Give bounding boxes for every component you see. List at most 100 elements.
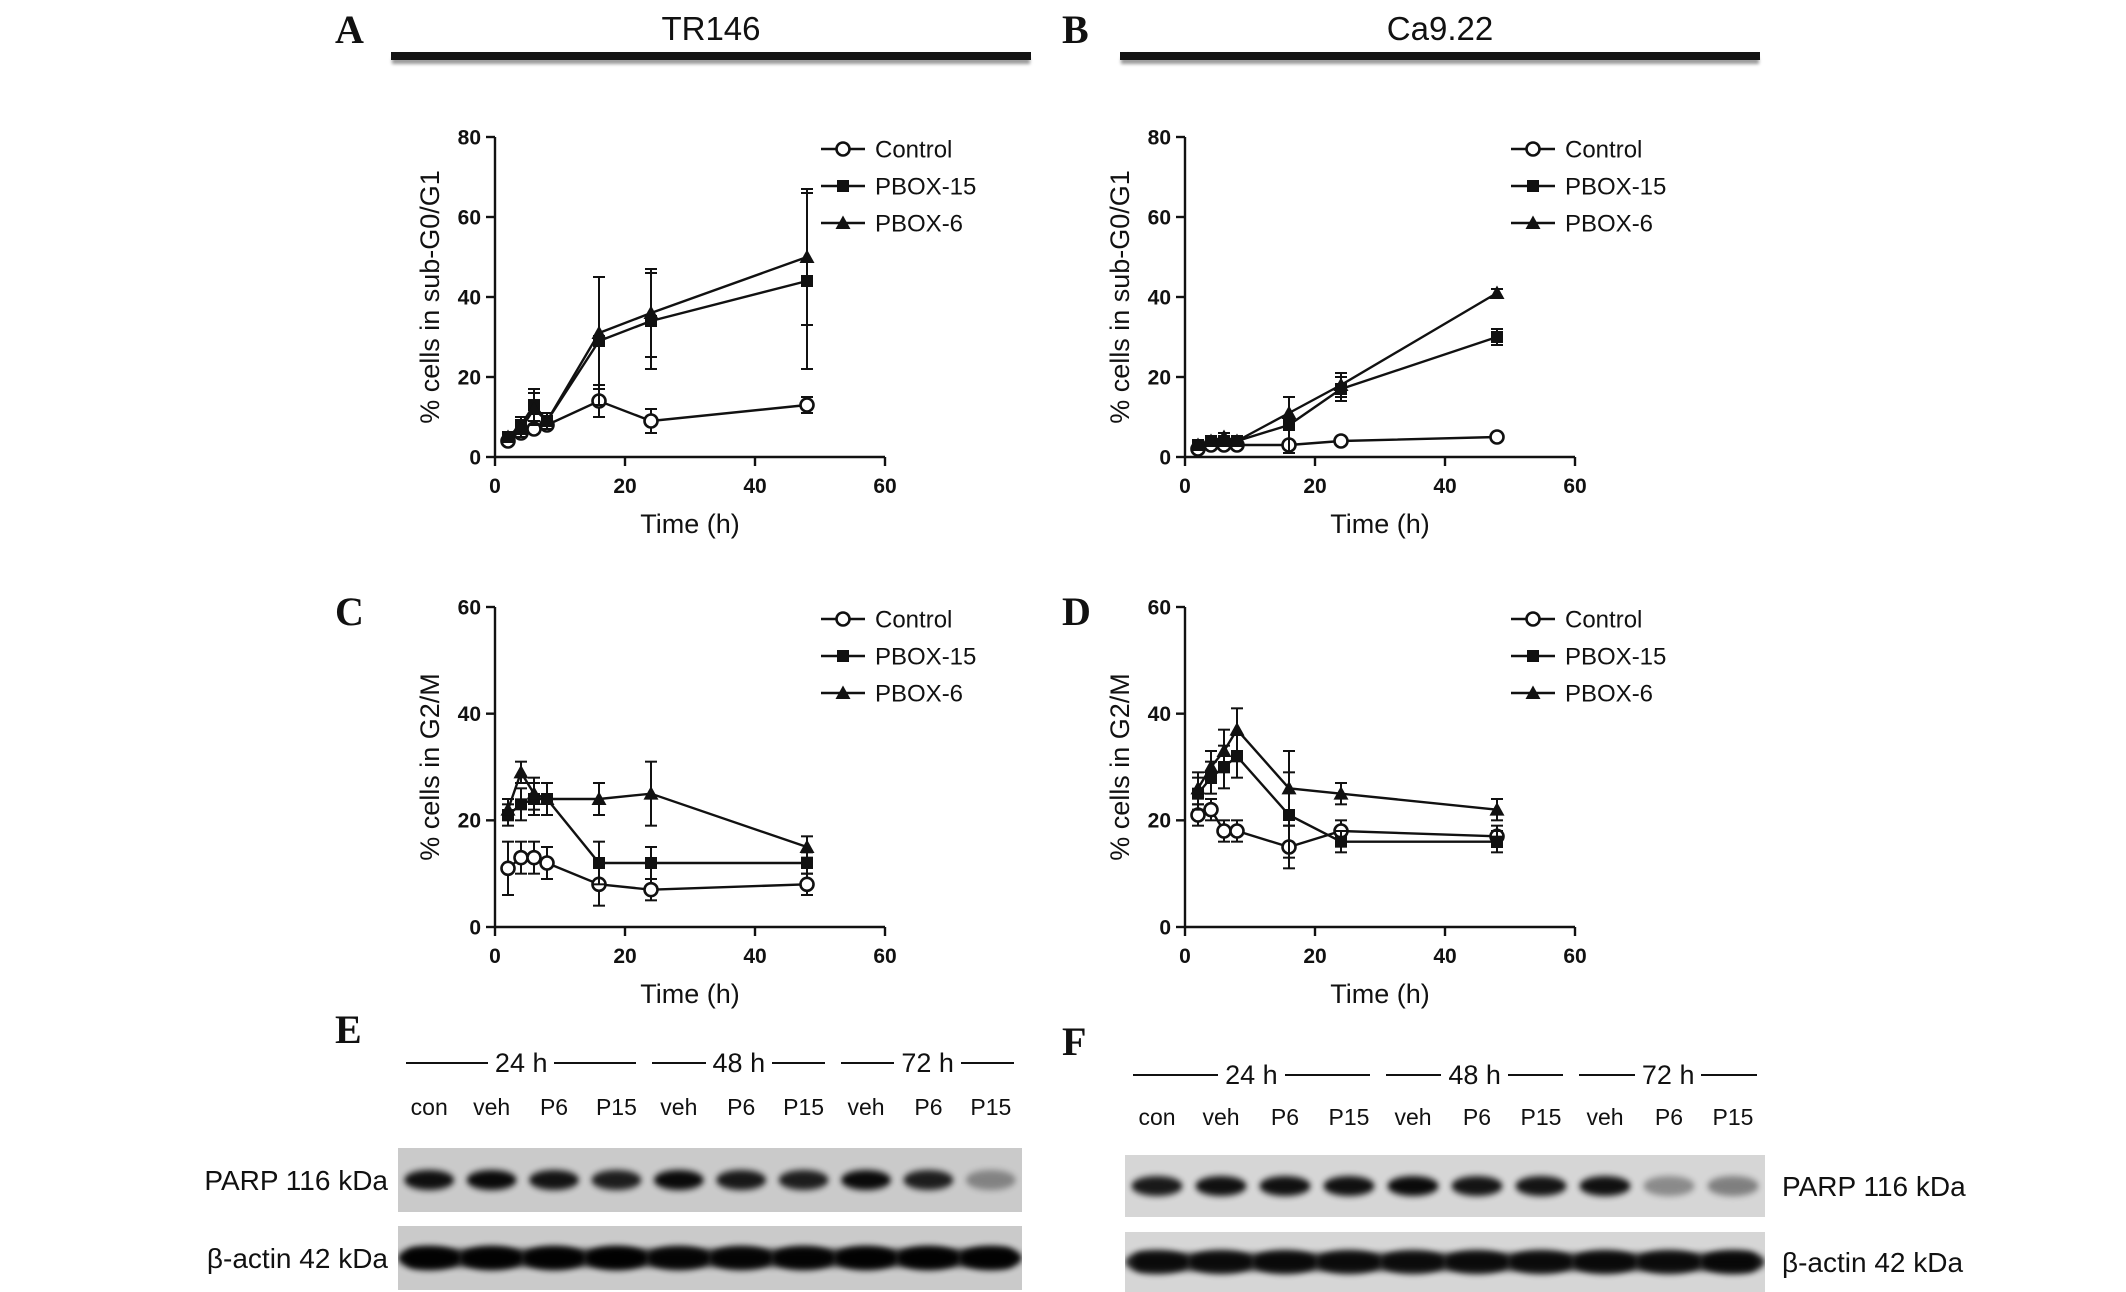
protein-band (965, 1170, 1016, 1190)
protein-band (460, 1246, 523, 1270)
open-circle-marker (1216, 823, 1232, 839)
time-group-label: 72 h (901, 1047, 954, 1078)
dash-line (406, 1062, 488, 1064)
y-tick-label: 20 (458, 366, 481, 389)
time-group: 72 h (1571, 1060, 1765, 1091)
protein-band (1323, 1176, 1375, 1196)
time-group-label: 72 h (1641, 1059, 1695, 1090)
protein-band (903, 1170, 954, 1190)
filled-square-marker (1527, 180, 1539, 192)
protein-band (404, 1170, 455, 1190)
time-group-label: 24 h (494, 1047, 548, 1078)
protein-band (1451, 1176, 1503, 1196)
y-tick-label: 40 (1148, 703, 1171, 726)
protein-band (710, 1246, 773, 1270)
dash-line (960, 1062, 1015, 1064)
lane-label: veh (660, 1093, 698, 1120)
open-circle-marker (500, 860, 516, 877)
filled-square-marker (1335, 835, 1347, 848)
filled-triangle-marker (1229, 722, 1245, 736)
y-tick-label: 20 (1148, 810, 1171, 833)
filled-triangle-marker (1203, 759, 1219, 773)
y-tick-label: 20 (1148, 366, 1171, 389)
y-tick-label: 20 (458, 810, 481, 833)
protein-band (1387, 1176, 1439, 1196)
protein-band (1195, 1176, 1247, 1196)
parp-blot-strip (1125, 1155, 1765, 1217)
y-tick-label: 0 (1159, 916, 1171, 939)
filled-triangle-marker (500, 429, 516, 443)
filled-triangle-marker (539, 413, 555, 427)
filled-triangle-marker (1203, 433, 1219, 447)
filled-triangle-marker (1190, 780, 1206, 795)
lane-label: P6 (727, 1093, 756, 1120)
filled-triangle-marker (526, 401, 542, 415)
filled-triangle-marker (526, 786, 542, 800)
filled-triangle-marker (799, 249, 815, 263)
filled-triangle-marker (500, 802, 516, 816)
dash-line (1385, 1074, 1442, 1076)
lane-label: P6 (1462, 1103, 1492, 1130)
lane-label: P15 (1328, 1103, 1370, 1130)
x-tick-label: 20 (613, 475, 636, 498)
panel-label-f: F (1062, 1019, 1087, 1064)
filled-triangle-marker (539, 791, 555, 805)
protein-band (529, 1170, 579, 1190)
y-tick-label: 40 (458, 703, 481, 726)
panel-label-a: A (335, 7, 364, 52)
protein-band (778, 1170, 829, 1190)
time-group-label: 48 h (712, 1047, 766, 1078)
protein-band (1637, 1250, 1701, 1274)
panel-label-c: C (335, 589, 364, 634)
parp-row-label-f: PARP 116 kDa (1782, 1171, 1966, 1202)
x-axis-label: Time (h) (640, 509, 740, 539)
protein-band (1125, 1250, 1189, 1274)
y-tick-label: 60 (1148, 596, 1171, 619)
x-axis-label: Time (h) (1330, 979, 1430, 1009)
dash-line (1284, 1074, 1370, 1076)
filled-triangle-marker (513, 764, 529, 779)
chart-panel-c: 0 20 40 60 0 20 40 60 Time (h) % cells in G2/M Con… (400, 582, 1100, 1012)
lane-label: veh (1202, 1103, 1240, 1130)
filled-square-marker (1231, 750, 1243, 763)
x-tick-label: 20 (613, 945, 636, 968)
lane-label: P6 (539, 1093, 569, 1120)
parp-row-label-e: PARP 116 kDa (204, 1165, 388, 1196)
legend-label: PBOX-15 (875, 643, 976, 670)
filled-triangle-marker (1489, 802, 1505, 816)
actin-blot-strip (398, 1226, 1022, 1290)
blot-strip-svg (398, 1226, 1022, 1290)
time-group: 72 h (833, 1048, 1022, 1079)
protein-band (1579, 1176, 1631, 1196)
blot-lane-labels: con veh P6 P15 veh P6 P15 veh P6 P15 (1125, 1102, 1765, 1132)
x-tick-label: 0 (1179, 475, 1191, 498)
western-blot-f: 24 h 48 h 72 h con veh P6 P15 veh P6 P15 veh P6 P15 (1125, 1040, 1765, 1292)
protein-band (716, 1170, 767, 1190)
blot-strip-svg (1125, 1155, 1765, 1217)
lane-label: P15 (595, 1093, 637, 1120)
y-tick-label: 40 (458, 286, 481, 309)
filled-triangle-marker (1333, 377, 1349, 391)
time-group-label: 48 h (1448, 1059, 1501, 1090)
lane-label: P15 (970, 1093, 1012, 1120)
dash-line (772, 1062, 826, 1064)
filled-square-marker (1491, 331, 1503, 343)
time-group: 24 h (1125, 1060, 1378, 1091)
actin-blot-strip (1125, 1232, 1765, 1292)
open-circle-marker (1333, 433, 1349, 449)
lane-label: con (410, 1093, 448, 1120)
open-circle-marker (1203, 801, 1219, 818)
dash-line (1701, 1074, 1757, 1076)
x-tick-label: 0 (1179, 945, 1191, 968)
filled-square-marker (1527, 650, 1539, 662)
protein-band (466, 1170, 517, 1190)
x-tick-label: 20 (1303, 945, 1326, 968)
filled-triangle-marker (1216, 743, 1232, 757)
dash-line (652, 1062, 706, 1064)
open-circle-marker (835, 141, 851, 157)
protein-band (1445, 1250, 1509, 1274)
filled-triangle-marker (1216, 429, 1232, 443)
lane-label: P15 (1520, 1103, 1562, 1130)
lane-label: con (1138, 1103, 1176, 1130)
column-underline-tr146 (391, 52, 1031, 60)
